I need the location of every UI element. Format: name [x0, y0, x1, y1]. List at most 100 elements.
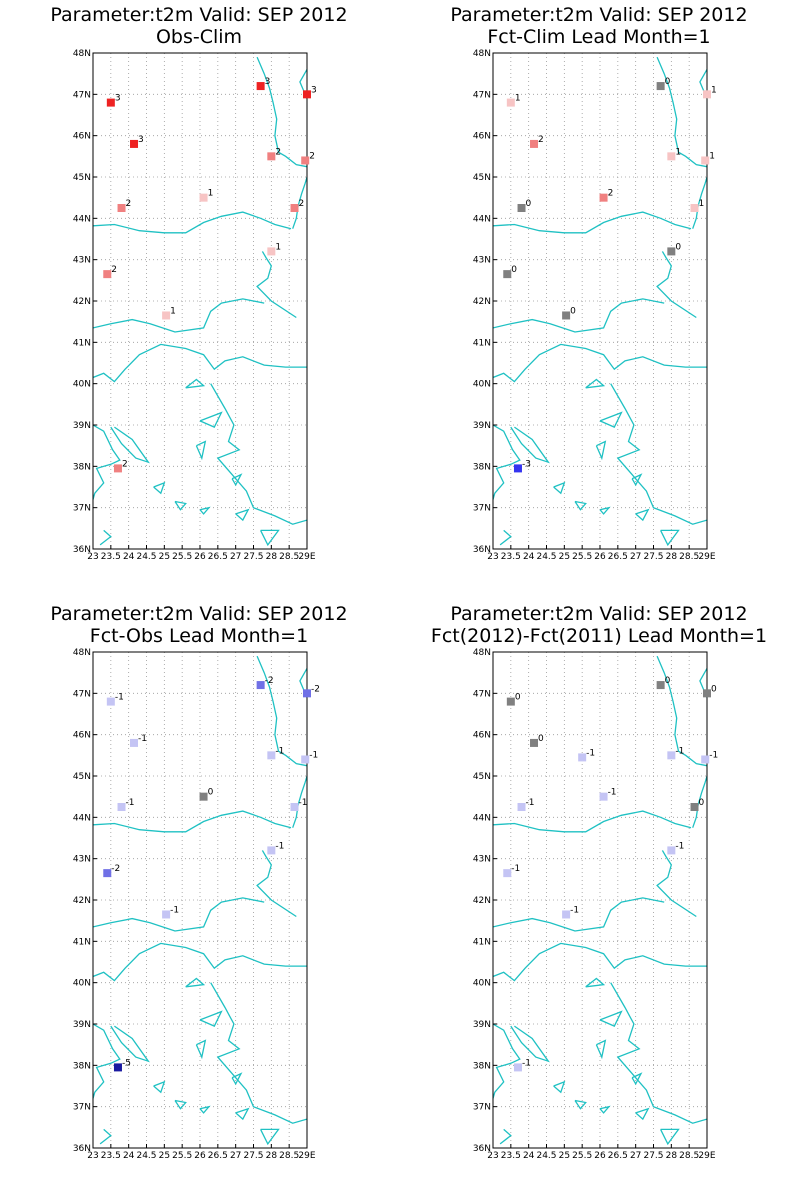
station-marker	[701, 156, 710, 165]
map-panel-4: 36N 37N 38N 39N 40N 41N 42N 43N 44N 45N 46N 47N 48N 2…	[473, 648, 718, 1161]
x-tick-label: 26	[194, 1151, 206, 1161]
x-tick-label: 28	[266, 1151, 278, 1161]
x-tick-label: 26.5	[608, 552, 628, 562]
y-tick-label: 38N	[73, 1061, 91, 1071]
map-gridlines	[493, 652, 707, 1148]
coast-line	[199, 1105, 211, 1114]
coast-line	[260, 1128, 280, 1146]
station-marker	[162, 910, 171, 919]
x-tick-label: 26	[594, 1151, 606, 1161]
station-value-label: 3	[265, 77, 271, 87]
station-marker	[517, 803, 526, 811]
station-marker	[256, 681, 265, 690]
coast-line	[656, 251, 697, 319]
coast-line	[199, 506, 211, 515]
y-tick-label: 47N	[73, 689, 91, 699]
y-tick-label: 45N	[73, 772, 91, 782]
coast-line	[110, 1025, 150, 1063]
station-marker	[703, 689, 711, 698]
panel-4-title-line1: Parameter:t2m Valid: SEP 2012	[450, 603, 748, 625]
station-value-label: 0	[675, 242, 681, 252]
station-value-label: -3	[522, 459, 531, 469]
x-tick-label: 26.5	[208, 552, 228, 562]
station-value-label: -2	[265, 676, 274, 686]
station-value-label: -1	[586, 748, 595, 758]
y-tick-label: 41N	[473, 937, 491, 947]
y-tick-label: 42N	[73, 297, 91, 307]
station-marker	[667, 846, 676, 855]
coast-line	[635, 508, 650, 522]
station-value-label: -2	[111, 864, 120, 874]
station-marker	[117, 803, 126, 811]
x-tick-label: 28	[666, 1151, 678, 1161]
coast-line	[93, 211, 292, 234]
coast-line	[153, 1080, 166, 1094]
x-tick-label: 24.5	[136, 552, 156, 562]
station-value-label: 0	[208, 788, 214, 798]
map-gridlines	[93, 652, 307, 1148]
station-value-label: -1	[275, 746, 284, 756]
y-tick-label: 36N	[473, 545, 491, 555]
coast-line	[210, 383, 307, 525]
coast-line	[595, 440, 607, 461]
station-marker	[506, 697, 515, 706]
coast-line	[510, 426, 550, 464]
station-value-label: 0	[665, 77, 671, 87]
x-tick-label: 27	[230, 1151, 241, 1161]
x-tick-label: 25.5	[172, 552, 192, 562]
y-tick-label: 47N	[73, 90, 91, 100]
station-marker	[667, 152, 676, 161]
panel-1-title-line1: Parameter:t2m Valid: SEP 2012	[50, 4, 348, 26]
y-tick-label: 39N	[73, 1020, 91, 1030]
y-tick-label: 42N	[73, 896, 91, 906]
station-value-label: 2	[309, 151, 315, 161]
station-value-label: 0	[538, 734, 544, 744]
coast-line	[510, 1025, 550, 1063]
station-marker	[690, 204, 699, 212]
station-value-label: 0	[665, 676, 671, 686]
coast-line	[93, 810, 292, 833]
y-tick-label: 40N	[73, 979, 91, 989]
station-value-label: -1	[709, 750, 718, 760]
coast-line	[199, 411, 223, 428]
station-value-label: -1	[275, 841, 284, 851]
station-marker	[503, 869, 512, 878]
station-value-label: -1	[115, 693, 124, 703]
station-marker	[290, 204, 299, 212]
y-tick-label: 44N	[73, 813, 91, 823]
station-value-label: -1	[608, 788, 617, 798]
coast-line	[99, 529, 112, 546]
coast-line	[493, 211, 692, 234]
station-value-label: 3	[311, 85, 317, 95]
panel-2-title: Parameter:t2m Valid: SEP 2012 Fct-Clim L…	[400, 4, 798, 48]
y-tick-label: 39N	[473, 1020, 491, 1030]
station-value-label: -1	[309, 750, 318, 760]
y-tick-label: 38N	[473, 1061, 491, 1071]
y-tick-label: 48N	[73, 49, 91, 59]
y-tick-label: 39N	[473, 421, 491, 431]
station-value-label: -1	[675, 841, 684, 851]
y-tick-label: 39N	[73, 421, 91, 431]
y-tick-label: 40N	[473, 979, 491, 989]
panel-2-title-line2: Fct-Clim Lead Month=1	[487, 26, 711, 48]
y-tick-label: 43N	[73, 855, 91, 865]
coast-line	[660, 1128, 680, 1146]
y-tick-label: 46N	[473, 132, 491, 142]
station-marker	[599, 193, 608, 202]
station-marker	[599, 792, 608, 801]
coast-line	[110, 426, 150, 464]
station-value-label: 2	[538, 135, 544, 145]
x-tick-label: 24	[123, 552, 135, 562]
coast-line	[256, 850, 297, 918]
x-tick-label: 29E	[698, 552, 715, 562]
station-marker	[113, 1063, 122, 1072]
x-tick-label: 24.5	[536, 1151, 556, 1161]
station-marker	[267, 751, 276, 760]
y-tick-label: 44N	[73, 214, 91, 224]
coast-line	[635, 1107, 650, 1121]
coast-line	[185, 977, 206, 988]
x-tick-label: 27.5	[643, 552, 663, 562]
y-tick-label: 36N	[73, 545, 91, 555]
y-tick-label: 41N	[73, 338, 91, 348]
